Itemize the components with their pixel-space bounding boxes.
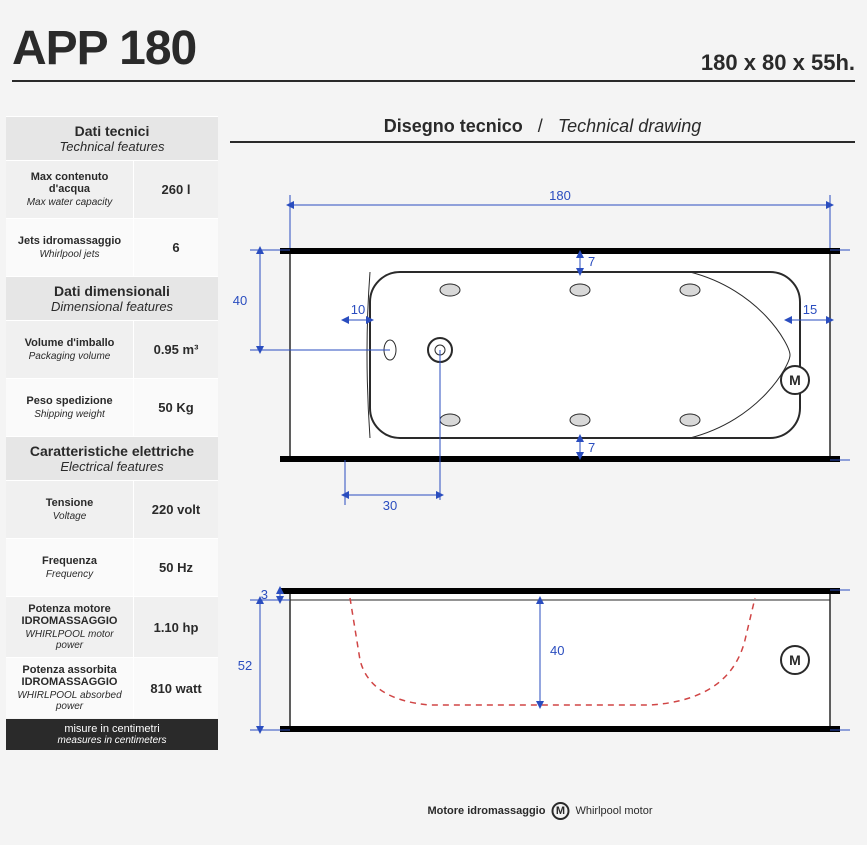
spec-value: 50 Hz xyxy=(134,539,218,596)
spec-value: 50 Kg xyxy=(134,379,218,436)
svg-text:M: M xyxy=(789,372,801,388)
svg-text:52: 52 xyxy=(238,658,252,673)
table-row: Volume d'imballo Packaging volume 0.95 m… xyxy=(6,320,218,378)
svg-text:M: M xyxy=(789,652,801,668)
drawing-title-it: Disegno tecnico xyxy=(384,116,523,136)
header: APP 180 180 x 80 x 55h. xyxy=(12,12,855,82)
product-title: APP 180 xyxy=(12,21,196,76)
svg-text:30: 30 xyxy=(383,498,397,513)
table-row: Max contenuto d'acqua Max water capacity… xyxy=(6,160,218,218)
table-row: Peso spedizione Shipping weight 50 Kg xyxy=(6,378,218,436)
table-row: Potenza assorbita IDROMASSAGGIO WHIRLPOO… xyxy=(6,657,218,718)
table-row: Frequenza Frequency 50 Hz xyxy=(6,538,218,596)
category-dimensional: Dati dimensionali Dimensional features xyxy=(6,276,218,320)
spec-value: 220 volt xyxy=(134,481,218,538)
svg-text:180: 180 xyxy=(549,188,571,203)
svg-text:7: 7 xyxy=(588,440,595,455)
drawing-title: Disegno tecnico / Technical drawing xyxy=(230,116,855,143)
svg-text:40: 40 xyxy=(233,293,247,308)
product-dimensions: 180 x 80 x 55h. xyxy=(701,50,855,76)
svg-text:40: 40 xyxy=(550,643,564,658)
category-electrical: Caratteristiche elettriche Electrical fe… xyxy=(6,436,218,480)
spec-table: Dati tecnici Technical features Max cont… xyxy=(6,116,218,750)
units-note: misure in centimetri measures in centime… xyxy=(6,719,218,750)
svg-text:10: 10 xyxy=(351,302,365,317)
motor-symbol-icon: M xyxy=(551,802,569,820)
spec-value: 1.10 hp xyxy=(134,597,218,657)
svg-text:15: 15 xyxy=(803,302,817,317)
drawing-svg: 180 M 80 xyxy=(230,150,850,800)
spec-value: 6 xyxy=(134,219,218,276)
svg-text:7: 7 xyxy=(588,254,595,269)
spec-value: 810 watt xyxy=(134,658,218,718)
table-row: Jets idromassaggio Whirlpool jets 6 xyxy=(6,218,218,276)
table-row: Potenza motore IDROMASSAGGIO WHIRLPOOL m… xyxy=(6,596,218,657)
drawing-title-en: Technical drawing xyxy=(558,116,701,136)
motor-legend: Motore idromassaggio M Whirlpool motor xyxy=(428,802,653,820)
technical-drawing: 180 M 80 xyxy=(230,150,850,830)
spec-value: 260 l xyxy=(134,161,218,218)
spec-value: 0.95 m³ xyxy=(134,321,218,378)
table-row: Tensione Voltage 220 volt xyxy=(6,480,218,538)
category-technical: Dati tecnici Technical features xyxy=(6,116,218,160)
